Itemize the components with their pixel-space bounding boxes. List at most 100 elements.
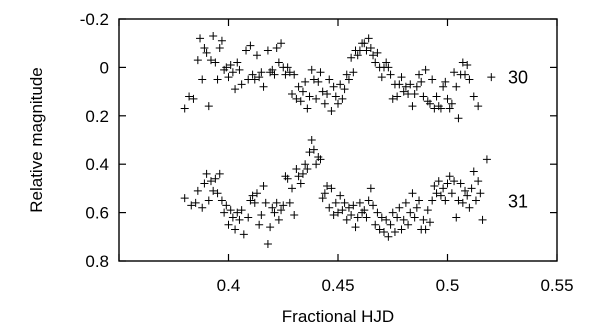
data-point [283,174,292,183]
data-point [441,77,450,86]
data-point [425,218,434,227]
data-point [364,34,373,43]
data-point [450,68,459,77]
data-point [272,44,281,53]
data-point [458,198,467,207]
data-point [228,213,237,222]
data-point [202,48,211,57]
data-point [323,90,332,99]
data-point [296,97,305,106]
data-point [255,220,264,229]
data-point [415,70,424,79]
data-point [401,82,410,91]
data-point [303,104,312,113]
data-point [252,51,261,60]
data-point [443,94,452,103]
x-tick-label: 0.45 [321,276,354,295]
data-point [244,213,253,222]
data-point [204,102,213,111]
data-point [270,208,279,217]
data-point [471,196,480,205]
data-point [316,155,325,164]
data-point [353,213,362,222]
data-point [386,70,395,79]
data-point [228,68,237,77]
data-point [342,215,351,224]
y-tick-label: 0.2 [85,107,109,126]
data-point [233,208,242,217]
data-point [209,186,218,195]
data-point [447,189,456,198]
data-point [421,225,430,234]
data-point [342,70,351,79]
data-point [454,196,463,205]
data-point [233,58,242,67]
data-point [393,213,402,222]
axis-ticks [118,18,558,262]
series-31-points [180,136,491,249]
data-point [360,206,369,215]
data-point [180,194,189,203]
data-point [386,220,395,229]
data-point [347,53,356,62]
data-point [373,48,382,57]
data-point [458,58,467,67]
data-point [425,99,434,108]
data-point [474,177,483,186]
data-point [382,215,391,224]
data-point [217,36,226,45]
data-point [206,177,215,186]
data-point [235,215,244,224]
data-point [338,94,347,103]
data-point [397,73,406,82]
data-point [312,160,321,169]
data-point [410,90,419,99]
x-tick-label: 0.5 [436,276,460,295]
data-point [294,82,303,91]
data-point [329,211,338,220]
data-point [432,92,441,101]
data-point [340,198,349,207]
data-point [191,198,200,207]
tick-labels: -0.2 0 0.2 0.4 0.6 0.8 0.4 0.45 0.5 0.55 [80,10,574,295]
y-tick-label: -0.2 [80,10,109,29]
data-point [274,215,283,224]
data-point [213,189,222,198]
data-point [288,184,297,193]
data-point [209,31,218,40]
data-point [224,73,233,82]
data-point [290,70,299,79]
data-point [331,92,340,101]
data-point [255,73,264,82]
data-point [222,63,231,72]
data-point [263,240,272,249]
data-point [187,201,196,210]
data-point [301,77,310,86]
data-point [294,172,303,181]
data-point [312,94,321,103]
data-point [246,196,255,205]
data-point [377,73,386,82]
data-point [412,203,421,212]
data-point [292,165,301,174]
data-point [445,172,454,181]
data-point [401,198,410,207]
data-point [406,80,415,89]
data-point [285,198,294,207]
data-point [408,189,417,198]
data-point [362,213,371,222]
data-point [399,87,408,96]
data-point [344,75,353,84]
data-point [279,201,288,210]
data-point [235,65,244,74]
data-point [309,75,318,84]
data-point [301,160,310,169]
data-point [474,102,483,111]
data-point [334,208,342,217]
data-point [336,191,345,200]
data-point [436,191,445,200]
data-point [371,220,380,229]
data-point [283,63,292,72]
data-point [298,87,307,96]
